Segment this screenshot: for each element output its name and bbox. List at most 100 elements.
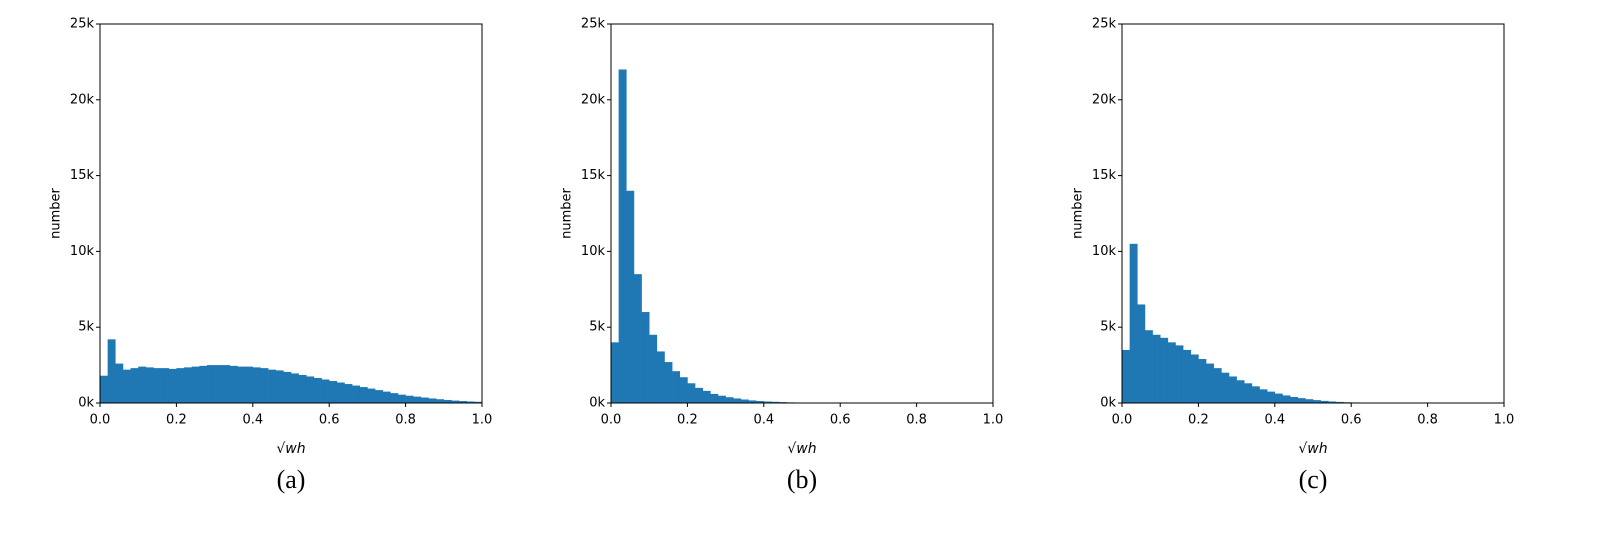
x-tick-label: 0.6 [319,413,340,428]
bar [1274,393,1283,403]
bar [260,368,269,403]
bar [763,401,772,403]
x-tick-label: 0.6 [830,413,851,428]
x-tick-label: 1.0 [983,413,1004,428]
bar [459,401,468,403]
bar [359,387,368,403]
bar [740,399,749,403]
y-tick-label: 15k [581,168,606,183]
y-tick-label: 15k [70,168,95,183]
y-tick-label: 0k [589,396,605,411]
x-tick-label: 1.0 [472,413,493,428]
y-axis-label: number [49,187,64,238]
y-tick-label: 0k [1100,396,1116,411]
bar [1137,304,1146,403]
x-tick-label: 0.6 [1341,413,1362,428]
bar [268,369,277,403]
bar [656,351,665,403]
bar [161,368,170,403]
bar [1267,391,1276,403]
bar [1244,383,1253,403]
bar [138,366,147,403]
bar [214,365,223,403]
bar [184,367,192,403]
bar [1335,401,1344,403]
y-tick-label: 20k [581,92,606,107]
y-axis-label: number [1071,187,1086,238]
bar [1282,395,1291,403]
x-tick-label: 1.0 [1494,413,1515,428]
caption: (c) [1299,465,1328,494]
bar [405,395,414,403]
bar [420,397,429,403]
bar [1175,345,1184,403]
x-tick-label: 0.4 [753,413,774,428]
y-tick-label: 25k [1092,17,1117,32]
bar [168,368,177,403]
y-tick-label: 20k [70,92,95,107]
y-tick-label: 5k [1100,320,1116,335]
bar [206,365,215,403]
bar [474,401,483,403]
bar [1167,342,1176,403]
bar [107,339,116,403]
bar [733,398,742,403]
bar [1228,376,1237,403]
bar [687,383,696,403]
y-tick-label: 10k [1092,244,1117,259]
x-tick-label: 0.4 [242,413,263,428]
bar [176,368,185,403]
x-tick-label: 0.2 [166,413,187,428]
bar [1313,400,1321,403]
bar [275,370,284,403]
bar [291,373,299,403]
bar [1251,386,1260,403]
bar [100,375,108,403]
bar [367,388,376,403]
bar [633,274,642,403]
bar [1160,337,1169,403]
bar [717,395,726,403]
x-axis-label: √wh [276,441,305,457]
x-tick-label: 0.4 [1264,413,1285,428]
bar [466,401,475,403]
y-tick-label: 10k [581,244,606,259]
bar [336,382,345,403]
bar [1259,389,1268,403]
bar [1213,368,1222,403]
caption: (a) [277,465,306,494]
bar [611,342,619,403]
bar [1122,349,1130,403]
bar [237,366,246,403]
bar [756,401,765,403]
bar [390,393,399,403]
y-tick-label: 25k [581,17,606,32]
bar [1183,349,1192,403]
bar [222,365,231,403]
bar [397,394,406,403]
bar [436,399,445,403]
bar [1221,372,1230,403]
bar [443,399,452,403]
bar [618,69,627,403]
bar [413,396,422,403]
bar [352,385,361,403]
y-tick-label: 5k [78,320,94,335]
bar [191,366,200,403]
bar [664,362,673,403]
x-tick-label: 0.8 [1417,413,1438,428]
bar [245,366,254,403]
bar [672,371,681,403]
bar [306,376,315,403]
bar [626,190,635,403]
axes-frame [610,23,994,404]
bar [329,381,338,403]
x-tick-label: 0.0 [601,413,622,428]
bar [283,371,292,403]
bar [344,384,353,403]
bar [298,374,307,403]
bar [252,367,261,403]
bar [1198,359,1207,403]
